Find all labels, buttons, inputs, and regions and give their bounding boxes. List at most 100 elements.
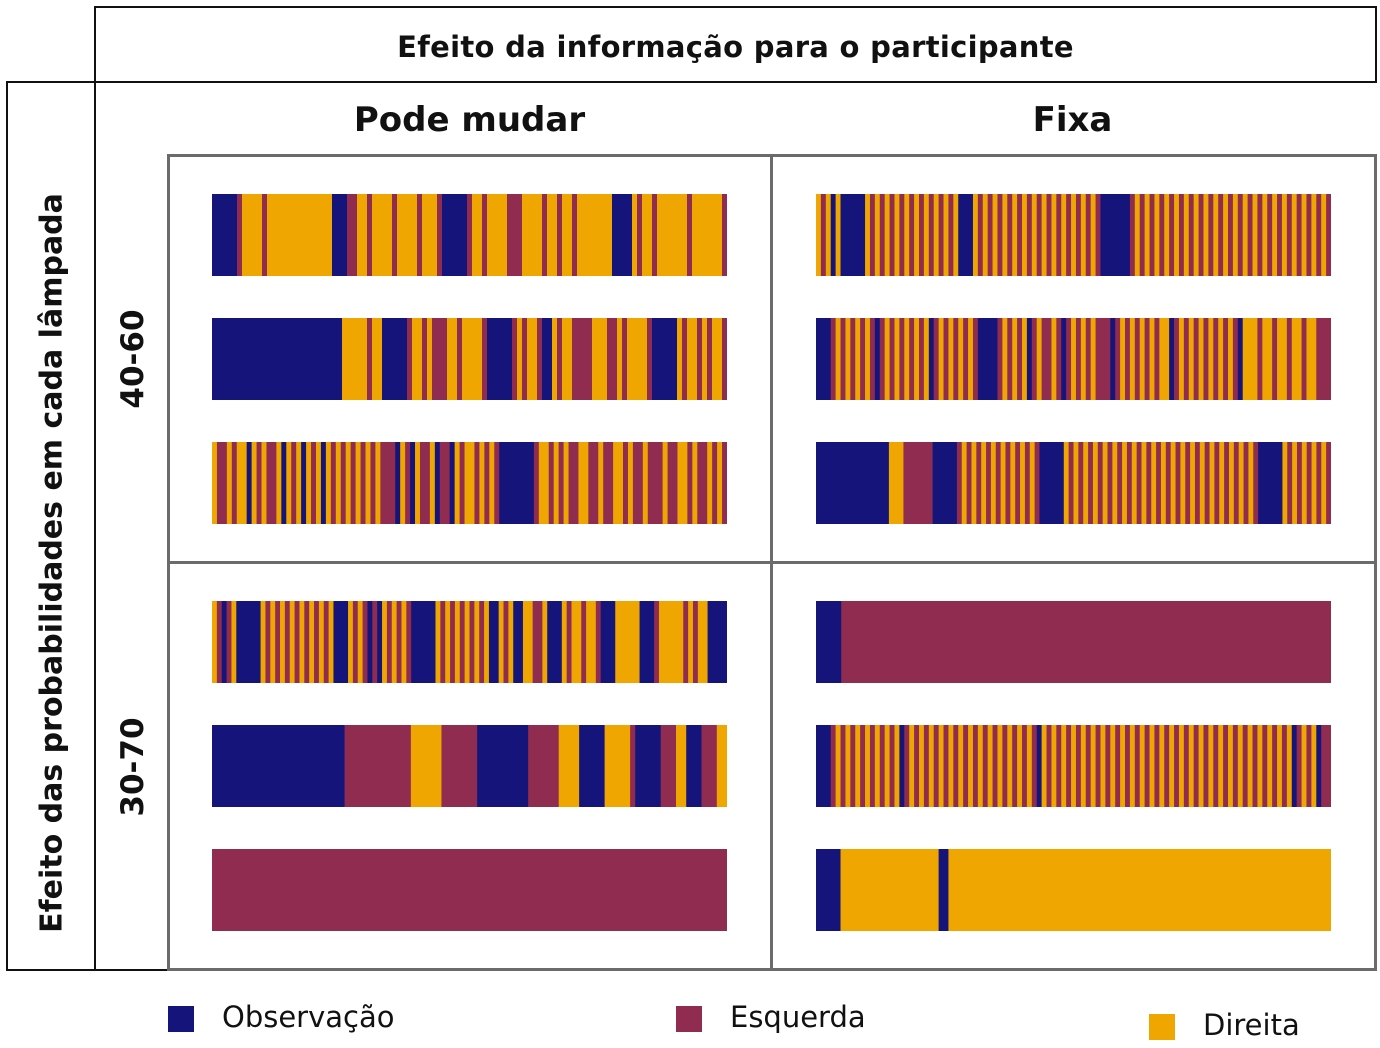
sequence-segment bbox=[1051, 194, 1057, 276]
sequence-segment bbox=[1090, 318, 1096, 400]
sequence-segment bbox=[537, 318, 543, 400]
sequence-segment bbox=[1144, 194, 1150, 276]
sequence-segment bbox=[1068, 442, 1074, 524]
sequence-segment bbox=[1208, 194, 1214, 276]
sequence-segment bbox=[894, 194, 900, 276]
sequence-segment bbox=[987, 725, 993, 807]
sequence-segment bbox=[933, 318, 940, 400]
sequence-segment bbox=[716, 725, 727, 807]
sequence-segment bbox=[512, 318, 518, 400]
sequence-segment bbox=[242, 194, 263, 276]
sequence-segment bbox=[816, 601, 842, 683]
sequence-segment bbox=[623, 442, 629, 524]
sequence-segment bbox=[1262, 318, 1273, 400]
sequence-segment bbox=[382, 601, 388, 683]
sequence-segment bbox=[712, 442, 718, 524]
sequence-segment bbox=[557, 318, 563, 400]
sequence-segment bbox=[578, 442, 589, 524]
sequence-segment bbox=[938, 849, 949, 931]
sequence-segment bbox=[1151, 442, 1157, 524]
sequence-segment bbox=[928, 318, 935, 400]
sequence-segment bbox=[412, 318, 423, 400]
sequence-segment bbox=[662, 442, 668, 524]
sequence-segment bbox=[547, 601, 563, 683]
sequence-segment bbox=[855, 318, 861, 400]
row-title-40-60: 40-60 bbox=[115, 309, 151, 409]
sequence-bar-40-60-fixa-2 bbox=[816, 318, 1331, 400]
sequence-segment bbox=[382, 318, 408, 400]
sequence-segment bbox=[1083, 442, 1089, 524]
sequence-segment bbox=[1237, 194, 1244, 276]
sequence-segment bbox=[304, 601, 310, 683]
sequence-segment bbox=[894, 725, 900, 807]
sequence-segment bbox=[1198, 725, 1204, 807]
sequence-segment bbox=[923, 318, 930, 400]
sequence-segment bbox=[1178, 318, 1185, 400]
sequence-segment bbox=[1102, 442, 1108, 524]
sequence-segment bbox=[1041, 194, 1047, 276]
sequence-segment bbox=[919, 318, 925, 400]
sequence-segment bbox=[682, 318, 688, 400]
sequence-segment bbox=[400, 442, 406, 524]
sequence-segment bbox=[507, 194, 523, 276]
sequence-bar-30-70-fixa-1 bbox=[816, 601, 1331, 683]
sequence-segment bbox=[1010, 442, 1016, 524]
sequence-segment bbox=[869, 194, 876, 276]
sequence-segment bbox=[357, 601, 364, 683]
sequence-segment bbox=[251, 442, 257, 524]
sequence-segment bbox=[840, 849, 940, 931]
sequence-segment bbox=[1160, 442, 1167, 524]
sequence-segment bbox=[1208, 318, 1214, 400]
sequence-segment bbox=[1139, 725, 1146, 807]
sequence-segment bbox=[1036, 318, 1043, 400]
sequence-segment bbox=[982, 194, 989, 276]
sequence-segment bbox=[462, 318, 483, 400]
sequence-segment bbox=[1238, 442, 1244, 524]
sequence-segment bbox=[1080, 194, 1087, 276]
sequence-segment bbox=[1149, 725, 1155, 807]
sequence-segment bbox=[1199, 442, 1206, 524]
sequence-segment bbox=[687, 442, 693, 524]
sequence-segment bbox=[1066, 725, 1072, 807]
sequence-segment bbox=[992, 725, 998, 807]
sequence-segment bbox=[1066, 194, 1072, 276]
sequence-segment bbox=[1141, 442, 1147, 524]
sequence-segment bbox=[318, 601, 325, 683]
sequence-segment bbox=[1002, 194, 1008, 276]
sequence-segment bbox=[1243, 442, 1249, 524]
sequence-segment bbox=[1218, 318, 1224, 400]
sequence-segment bbox=[1117, 442, 1123, 524]
sequence-segment bbox=[683, 601, 689, 683]
sequence-segment bbox=[372, 318, 383, 400]
sequence-segment bbox=[328, 601, 334, 683]
sequence-segment bbox=[439, 442, 451, 524]
sequence-segment bbox=[1194, 442, 1201, 524]
sequence-bar-30-70-pode-mudar-1 bbox=[212, 601, 727, 683]
sequence-segment bbox=[1115, 725, 1121, 807]
sequence-segment bbox=[1080, 725, 1087, 807]
sequence-segment bbox=[977, 194, 984, 276]
sequence-segment bbox=[1232, 194, 1239, 276]
sequence-segment bbox=[306, 442, 312, 524]
sequence-segment bbox=[1139, 318, 1146, 400]
sequence-segment bbox=[332, 194, 348, 276]
legend-label-observacao: Observação bbox=[222, 1000, 395, 1034]
sequence-segment bbox=[889, 725, 895, 807]
sequence-segment bbox=[928, 194, 935, 276]
sequence-segment bbox=[1233, 442, 1240, 524]
sequence-segment bbox=[1022, 725, 1028, 807]
sequence-segment bbox=[1252, 194, 1258, 276]
sequence-segment bbox=[435, 601, 441, 683]
sequence-segment bbox=[948, 194, 954, 276]
sequence-segment bbox=[498, 601, 504, 683]
sequence-segment bbox=[1110, 725, 1116, 807]
sequence-segment bbox=[1178, 194, 1185, 276]
sequence-segment bbox=[1036, 194, 1043, 276]
sequence-segment bbox=[1228, 318, 1234, 400]
sequence-segment bbox=[513, 601, 524, 683]
sequence-segment bbox=[963, 725, 969, 807]
sequence-segment bbox=[1031, 318, 1038, 400]
sequence-bar-40-60-pode-mudar-3 bbox=[212, 442, 727, 524]
sequence-segment bbox=[835, 194, 841, 276]
sequence-segment bbox=[441, 725, 478, 807]
